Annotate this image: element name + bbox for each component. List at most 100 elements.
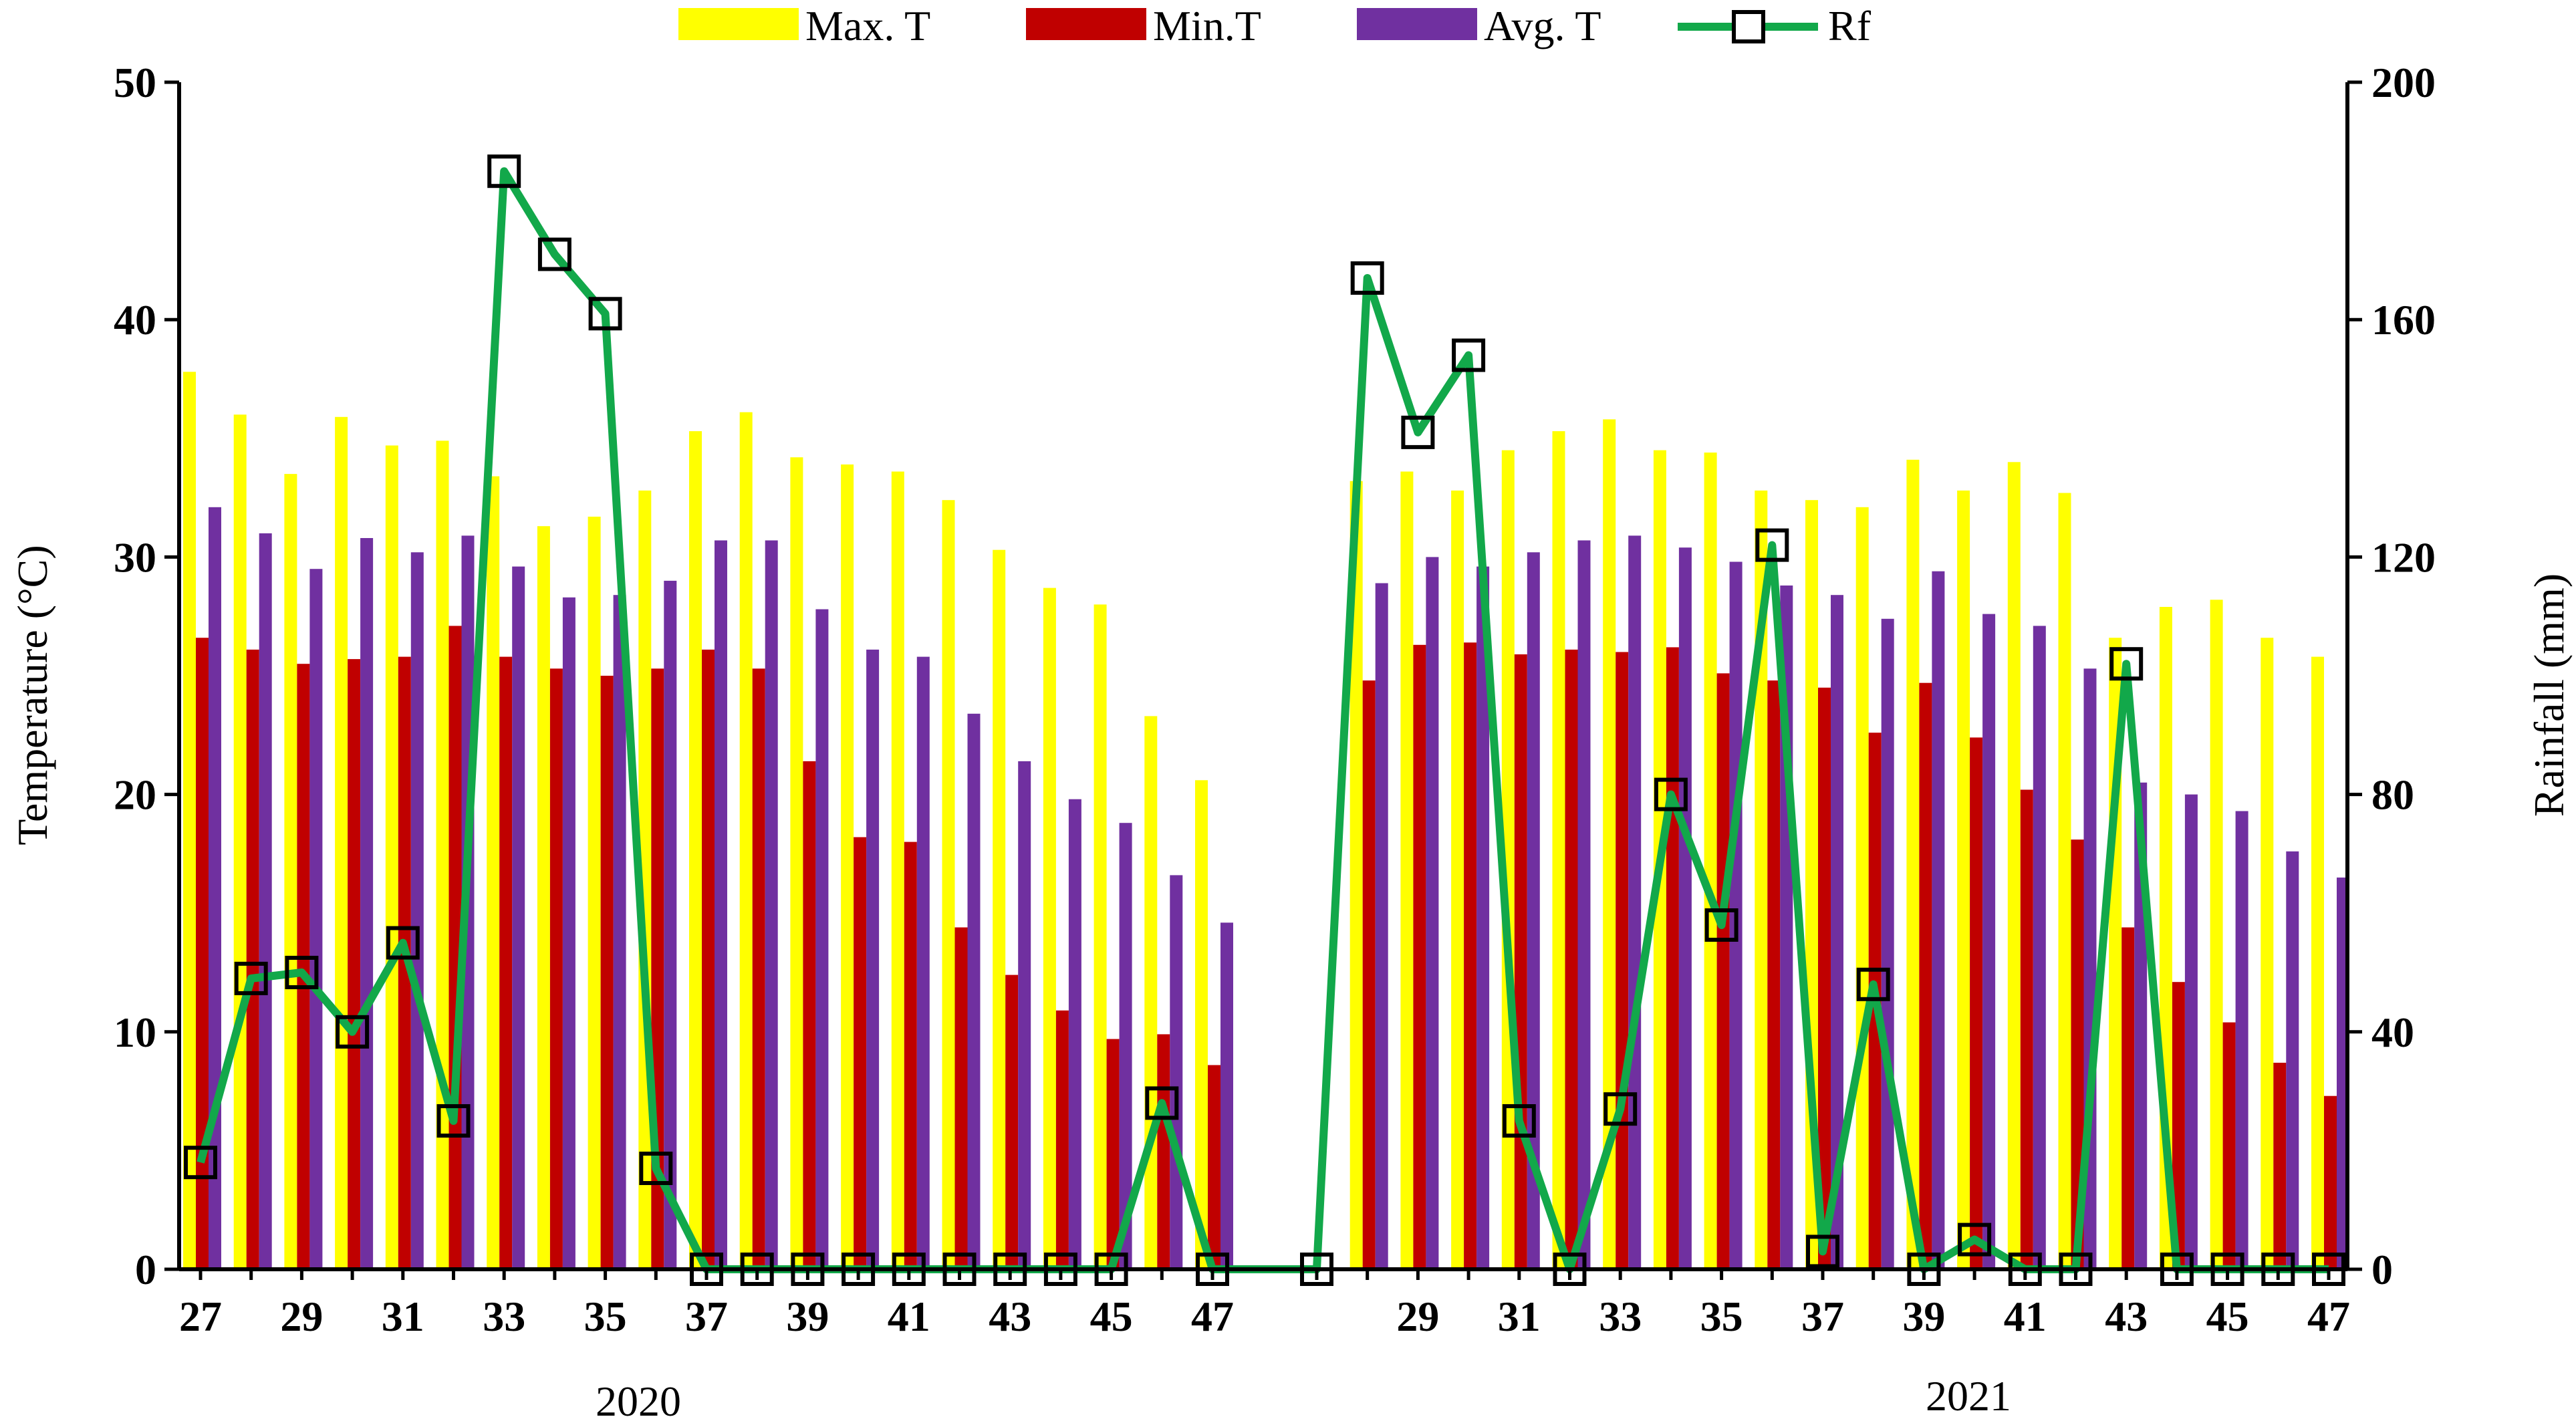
bar-min-t-2020-wk29 [297,664,310,1269]
rf-marker-2021-wk28 [1350,261,1384,295]
bar-min-t-2020-wk35 [600,676,614,1269]
x-tick-label-2021: 43 [2105,1293,2148,1340]
y-right-tick-label: 40 [2371,1009,2414,1056]
bar-max-t-2021-wk36 [1755,490,1768,1269]
bar-min-t-2021-wk44 [2172,982,2185,1269]
bar-avg-t-2020-wk47 [1220,922,1233,1269]
bar-min-t-2020-wk34 [549,668,563,1269]
bar-max-t-2020-wk35 [588,517,601,1269]
bar-avg-t-2021-wk31 [1527,552,1540,1269]
bar-max-t-2020-wk45 [1093,604,1107,1269]
x-tick-label-2020: 29 [280,1293,323,1340]
bar-min-t-2021-wk45 [2222,1022,2236,1269]
bar-avg-t-2020-wk37 [715,540,727,1269]
bars-layer [183,372,2349,1270]
bar-avg-t-2020-wk33 [512,566,525,1269]
x-tick-label-2021: 29 [1396,1293,1439,1340]
bar-max-t-2020-wk41 [891,471,904,1269]
bar-min-t-2020-wk42 [954,927,968,1269]
bar-avg-t-2020-wk34 [562,597,575,1269]
y-left-tick-label: 10 [114,1009,156,1056]
bar-avg-t-2020-wk44 [1068,799,1081,1269]
rf-marker-2021-wk36 [1755,528,1789,562]
rf-marker-2020-wk33 [487,154,521,188]
bar-max-t-2021-wk32 [1552,431,1565,1269]
bar-min-t-2020-wk46 [1157,1034,1170,1269]
bar-min-t-2021-wk46 [2273,1063,2287,1269]
bar-max-t-2020-wk42 [942,500,955,1270]
bar-min-t-2021-wk33 [1616,652,1629,1269]
x-tick-label-2020: 35 [584,1293,627,1340]
bar-min-t-2021-wk29 [1413,644,1426,1269]
bar-avg-t-2021-wk39 [1932,571,1945,1270]
y-left-tick-label: 30 [114,533,156,581]
year-label-2020: 2020 [596,1378,681,1425]
bar-max-t-2020-wk38 [739,412,753,1270]
year-label-2021: 2021 [1926,1372,2011,1420]
rf-marker-2020-wk29 [285,956,319,989]
bar-avg-t-2021-wk30 [1476,566,1490,1269]
bar-avg-t-2020-wk43 [1018,761,1031,1269]
bar-min-t-2020-wk44 [1055,1010,1069,1269]
bar-max-t-2021-wk29 [1400,471,1414,1269]
bar-min-t-2021-wk36 [1767,680,1781,1269]
bar-max-t-2020-wk46 [1144,716,1158,1269]
bar-avg-t-2020-wk40 [866,649,880,1269]
bar-min-t-2020-wk39 [803,761,816,1269]
rf-marker-2021-wk37 [1806,1235,1839,1269]
bar-min-t-2020-wk38 [752,668,765,1269]
bar-avg-t-2021-wk40 [1982,614,1996,1269]
y-right-tick-label: 120 [2371,533,2436,581]
legend-label-rf: Rf [1828,2,1872,49]
bar-min-t-2020-wk47 [1208,1065,1220,1269]
bar-avg-t-2021-wk45 [2235,811,2248,1269]
bar-max-t-2021-wk47 [2311,656,2324,1269]
bar-max-t-2020-wk28 [233,414,247,1269]
x-tick-label-2021: 39 [1902,1293,1945,1340]
bar-avg-t-2021-wk41 [2033,626,2046,1269]
bar-max-t-2021-wk41 [2007,462,2021,1269]
rf-marker-2021-wk33 [1603,1092,1638,1126]
rf-marker-2021-wk30 [1452,338,1486,372]
bar-avg-t-2020-wk31 [410,552,424,1269]
bar-min-t-2020-wk43 [1005,975,1019,1269]
x-tick-label-2021: 47 [2307,1293,2350,1340]
bar-max-t-2021-wk38 [1855,507,1869,1269]
bar-max-t-2020-wk37 [689,431,702,1269]
bar-min-t-2021-wk42 [2071,839,2084,1269]
bar-max-t-2020-wk43 [993,549,1006,1270]
bar-max-t-2021-wk39 [1906,459,1920,1269]
bar-max-t-2021-wk28 [1349,481,1363,1270]
bar-avg-t-2020-wk27 [209,507,221,1269]
bar-min-t-2020-wk37 [702,649,715,1269]
bar-max-t-2021-wk33 [1603,419,1616,1269]
bar-min-t-2021-wk34 [1666,647,1679,1269]
legend-label-min-t: Min.T [1153,2,1261,49]
rf-marker-2021-wk34 [1654,777,1688,811]
bar-max-t-2020-wk29 [284,474,297,1269]
x-tick-label-2020: 27 [179,1293,222,1340]
bar-avg-t-2020-wk28 [259,533,272,1269]
rf-marker-2020-wk36 [639,1152,673,1185]
x-tick-label-2020: 37 [685,1293,728,1340]
bar-avg-t-2020-wk39 [815,609,829,1269]
bar-avg-t-2020-wk41 [916,656,930,1269]
bar-min-t-2021-wk40 [1970,737,1983,1269]
rf-marker-2020-wk34 [537,237,571,271]
bar-avg-t-2020-wk29 [309,569,323,1270]
legend-marker-rf [1732,10,1765,43]
y-left-tick-label: 20 [114,771,156,819]
bar-avg-t-2020-wk30 [360,538,374,1269]
rf-marker-2021-wk40 [1958,1222,1992,1257]
x-tick-label-2020: 33 [483,1293,525,1340]
x-tick-label-2020: 41 [888,1293,930,1340]
bar-max-t-2021-wk30 [1451,490,1464,1269]
bar-min-t-2020-wk33 [499,656,513,1269]
bar-avg-t-2021-wk29 [1426,557,1439,1269]
legend-swatch-avg-t [1357,8,1477,40]
bar-max-t-2020-wk33 [487,476,500,1269]
bar-max-t-2020-wk47 [1195,780,1208,1269]
y-right-tick-label: 0 [2371,1246,2393,1293]
x-tick-label-2021: 31 [1498,1293,1541,1340]
